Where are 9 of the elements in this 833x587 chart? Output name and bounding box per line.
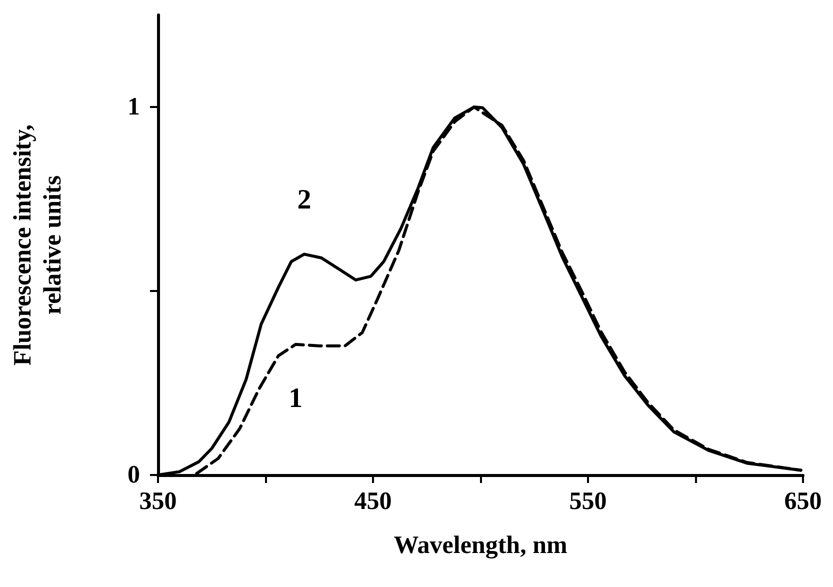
x-tick-label: 650 <box>784 488 822 515</box>
x-tick-label: 450 <box>354 488 392 515</box>
x-tick-label: 350 <box>139 488 177 515</box>
series-label: 1 <box>288 382 303 414</box>
y-tick-label: 0 <box>128 462 140 488</box>
series-label: 2 <box>297 184 312 216</box>
x-axis-title: Wavelength, nm <box>394 532 568 559</box>
y-axis-title: Fluorescence intensity, relative units <box>10 124 66 366</box>
x-tick-label: 550 <box>569 488 607 515</box>
